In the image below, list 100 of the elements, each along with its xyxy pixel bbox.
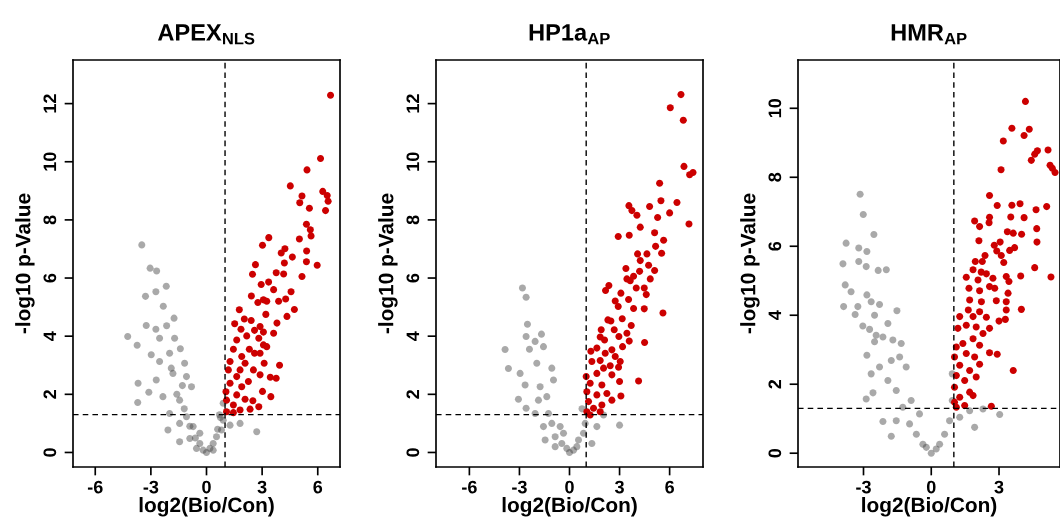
point <box>166 349 174 357</box>
x-axis-title: log2(Bio/Con) <box>139 497 274 517</box>
point <box>522 293 530 301</box>
x-tick-label: -3 <box>512 480 527 494</box>
x-tick-label: 3 <box>994 480 1004 494</box>
point <box>574 436 583 444</box>
point <box>558 439 566 447</box>
x-tick-label: -3 <box>856 480 871 494</box>
x-tick-label: -3 <box>143 480 159 494</box>
point <box>141 292 150 300</box>
y-axis-title: -log10 p-Value <box>740 193 760 334</box>
y-tick-label: 10 <box>43 152 57 171</box>
y-tick-label: 0 <box>43 448 57 457</box>
y-tick-label: 0 <box>406 448 420 457</box>
y-tick-label: 8 <box>43 215 57 225</box>
point <box>159 393 167 401</box>
y-tick-label: 6 <box>768 241 782 251</box>
point <box>171 334 179 342</box>
y-tick-label: 10 <box>406 152 420 171</box>
point <box>178 382 186 390</box>
y-tick-label: 2 <box>406 390 420 399</box>
point <box>559 429 568 437</box>
y-tick-label: 12 <box>43 94 57 113</box>
point <box>541 436 549 444</box>
chart-title: HP1a$_{AP}$ <box>529 24 610 45</box>
point <box>142 321 150 329</box>
point <box>176 345 184 353</box>
point <box>522 332 530 341</box>
point <box>504 364 512 372</box>
point <box>588 439 596 447</box>
point <box>163 322 171 330</box>
point <box>521 381 529 389</box>
point <box>134 379 142 387</box>
point <box>153 267 161 275</box>
point <box>214 425 222 433</box>
point <box>548 364 556 372</box>
point <box>156 334 164 342</box>
point <box>176 396 184 404</box>
point <box>152 325 160 333</box>
point <box>152 376 160 384</box>
x-tick-label: 6 <box>665 480 674 494</box>
point <box>164 426 172 434</box>
y-tick-label: 12 <box>406 94 420 113</box>
y-tick-label: 4 <box>43 331 57 341</box>
point <box>159 302 167 310</box>
point <box>191 434 199 442</box>
y-tick-label: 2 <box>43 390 57 399</box>
point <box>514 395 522 403</box>
point <box>196 439 204 447</box>
point <box>186 434 194 443</box>
point <box>152 288 160 296</box>
point <box>536 383 544 391</box>
point <box>209 439 217 447</box>
x-tick-label: 0 <box>565 480 574 494</box>
point <box>173 390 181 398</box>
x-axis-title: log2(Bio/Con) <box>862 497 997 517</box>
point <box>551 433 559 441</box>
x-tick-label: 3 <box>257 480 267 494</box>
y-tick-label: 4 <box>768 310 782 320</box>
point <box>539 423 548 431</box>
point <box>525 345 533 353</box>
point <box>563 444 571 452</box>
x-tick-label: 0 <box>926 480 936 494</box>
point <box>147 351 155 359</box>
point <box>182 413 191 421</box>
point <box>226 421 234 429</box>
y-tick-label: 10 <box>768 98 782 118</box>
point <box>170 314 178 322</box>
point <box>518 284 526 292</box>
point <box>616 421 624 429</box>
x-tick-label: 0 <box>202 480 211 494</box>
y-tick-label: 8 <box>406 215 420 225</box>
point <box>543 393 551 401</box>
point <box>180 405 188 413</box>
y-tick-label: 8 <box>768 172 782 182</box>
y-tick-label: 6 <box>406 273 420 283</box>
point <box>196 429 204 437</box>
y-axis-title: -log10 p-Value <box>378 193 398 334</box>
point <box>146 264 154 272</box>
point <box>182 373 191 381</box>
point <box>134 398 142 406</box>
point <box>138 241 146 249</box>
point <box>199 446 207 454</box>
point <box>181 359 189 367</box>
point <box>124 332 132 341</box>
y-tick-label: 6 <box>43 273 57 283</box>
point <box>516 369 524 377</box>
point <box>176 438 184 446</box>
point <box>537 330 546 338</box>
point <box>501 346 509 354</box>
x-tick-label: 6 <box>313 480 323 494</box>
point <box>167 364 175 372</box>
x-tick-label: -6 <box>87 480 103 494</box>
point <box>212 433 221 441</box>
y-tick-label: 0 <box>768 448 782 458</box>
point <box>145 388 153 396</box>
point <box>162 282 170 290</box>
x-tick-label: -6 <box>462 480 477 494</box>
point <box>522 404 530 412</box>
x-axis-title: log2(Bio/Con) <box>502 497 637 517</box>
